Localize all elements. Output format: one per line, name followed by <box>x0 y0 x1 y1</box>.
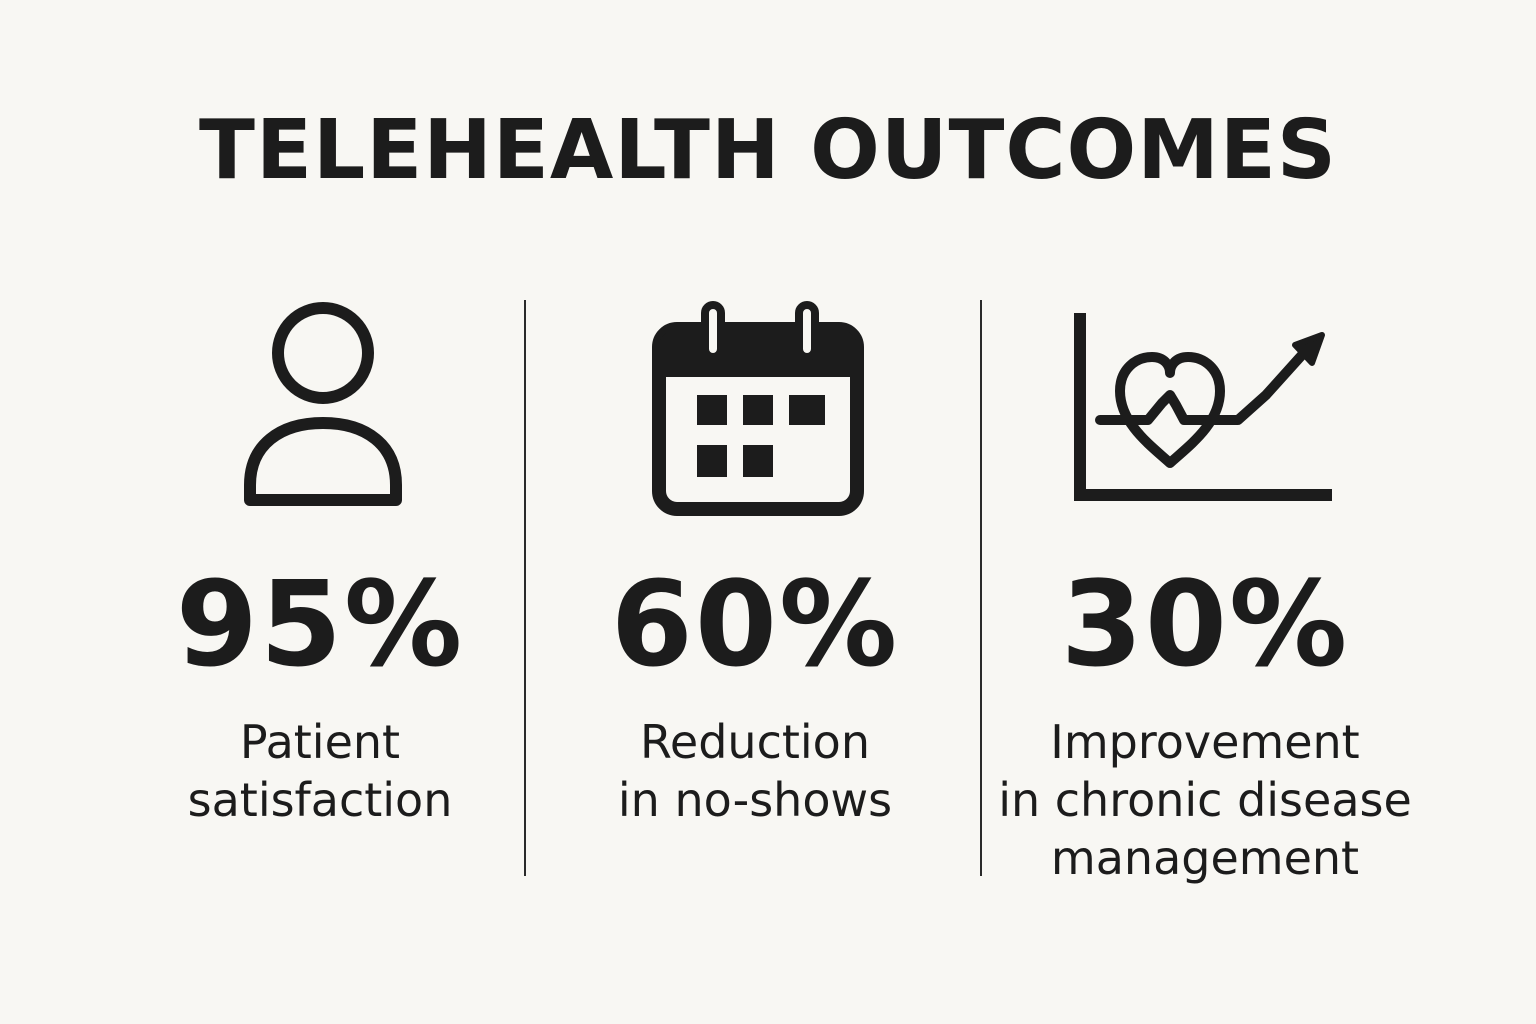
stat-label-line: management <box>1050 831 1360 885</box>
stat-label-line: Reduction <box>640 715 870 769</box>
stat-label: Patient satisfaction <box>95 713 545 829</box>
stat-label: Reduction in no-shows <box>530 713 980 829</box>
stat-value: 60% <box>610 555 900 693</box>
stat-label-line: Patient <box>239 715 401 769</box>
stat-label-line: satisfaction <box>187 773 453 827</box>
stat-patient-satisfaction: 95% Patient satisfaction <box>95 295 545 827</box>
stat-label-line: Improvement <box>1050 715 1360 769</box>
stat-value: 30% <box>1060 555 1350 693</box>
stat-value: 95% <box>175 555 465 693</box>
stat-chronic-disease: 30% Improvement in chronic disease manag… <box>980 295 1430 885</box>
heart-trend-chart-icon <box>1074 313 1332 501</box>
page-title: TELEHEALTH OUTCOMES <box>199 103 1337 198</box>
column-divider-left <box>524 300 526 876</box>
stat-label: Improvement in chronic disease managemen… <box>980 713 1430 887</box>
person-icon <box>244 302 402 506</box>
calendar-icon <box>652 301 864 516</box>
stat-label-line: in chronic disease <box>998 773 1412 827</box>
stat-label-line: in no-shows <box>617 773 893 827</box>
column-divider-right <box>980 300 982 876</box>
stat-no-shows: 60% Reduction in no-shows <box>530 295 980 827</box>
